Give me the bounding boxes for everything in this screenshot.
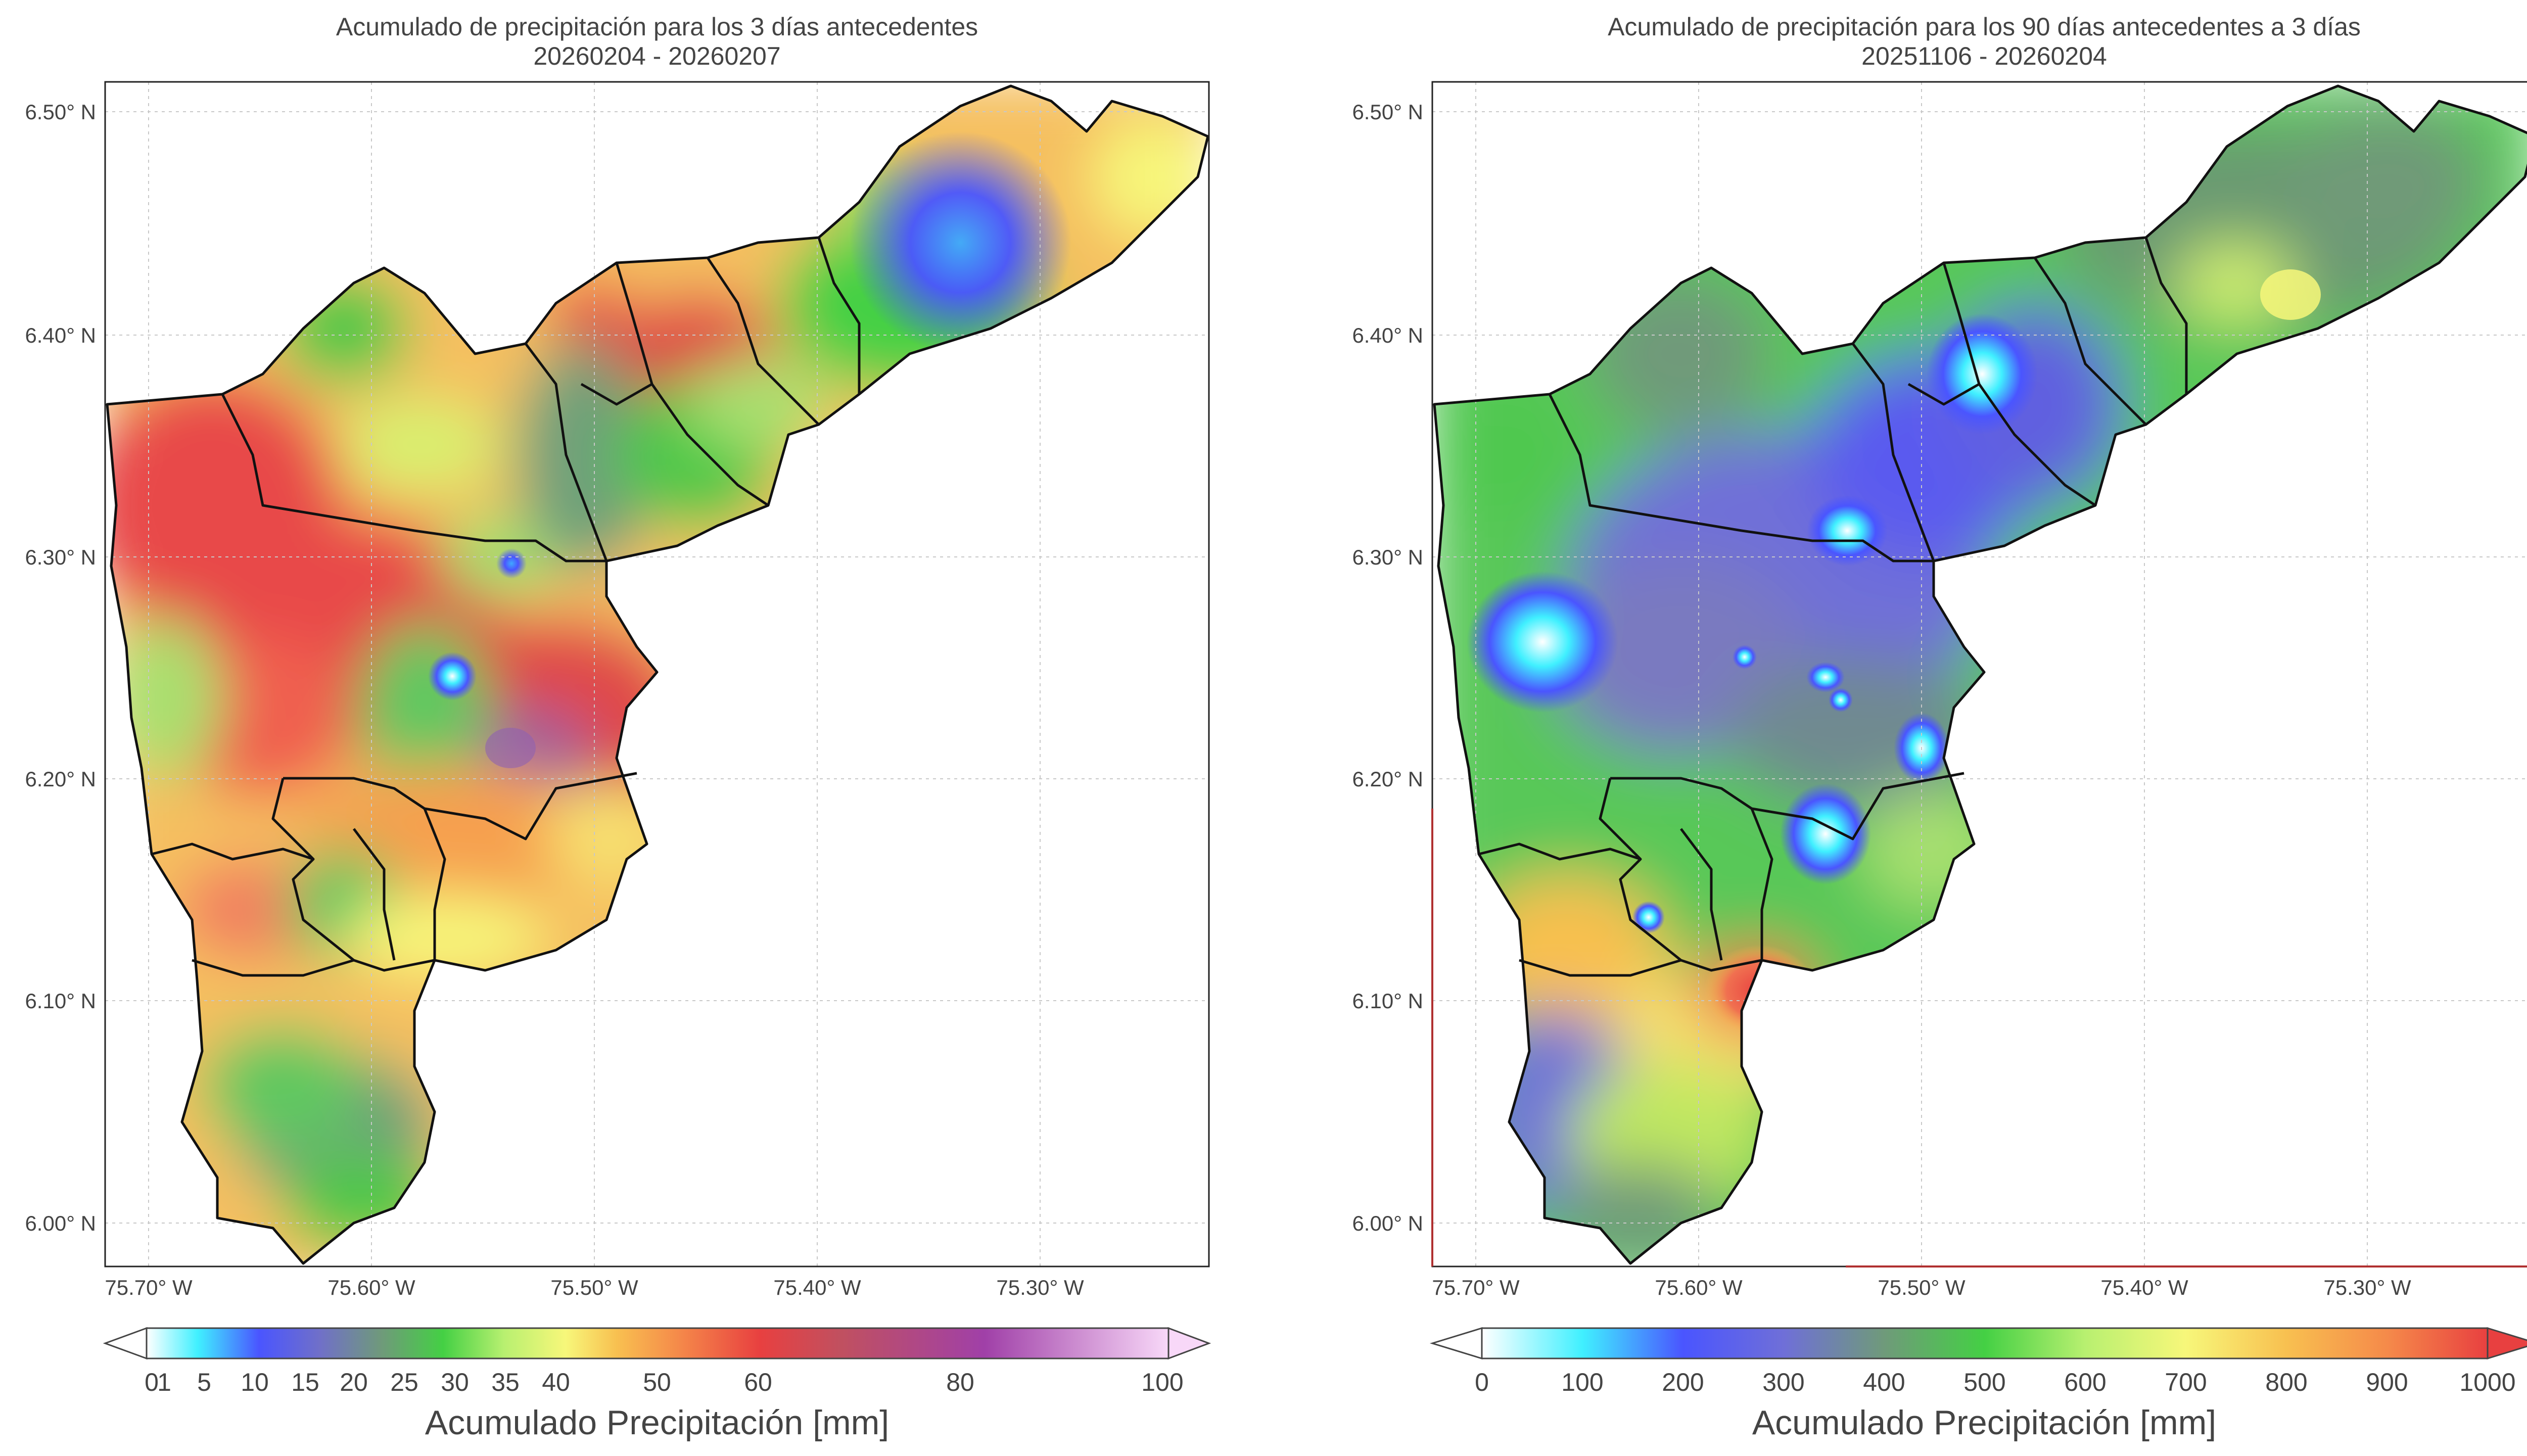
lon-label: 75.50° W [1878, 1276, 1966, 1299]
lat-label: 6.00° N [1352, 1211, 1423, 1235]
municipal-boundaries [1433, 84, 2527, 1265]
colorbar-tick: 100 [1141, 1368, 1183, 1396]
colorbar-tick: 80 [946, 1368, 974, 1396]
colorbar-label: Acumulado Precipitación [mm] [425, 1403, 889, 1442]
lat-label: 6.40° N [25, 323, 96, 347]
lat-label: 6.20° N [1352, 767, 1423, 791]
colorbar-tick: 20 [340, 1368, 368, 1396]
lat-label: 6.30° N [1352, 545, 1423, 569]
colorbar-tick: 600 [2064, 1368, 2106, 1396]
colorbar: 0 100 200 300 400 500 600 700 800 900 10… [1429, 1327, 2527, 1442]
colorbar-tick: 300 [1762, 1368, 1804, 1396]
colorbar-tick: 800 [2265, 1368, 2307, 1396]
colorbar-tick: 10 [241, 1368, 269, 1396]
graticule [1432, 82, 2527, 1266]
colorbar-tick: 60 [744, 1368, 772, 1396]
longitude-labels: 75.70° W 75.60° W 75.50° W 75.40° W 75.3… [105, 1276, 1084, 1299]
colorbar-tick: 0 [1475, 1368, 1489, 1396]
lon-label: 75.30° W [996, 1276, 1084, 1299]
lat-label: 6.00° N [25, 1211, 96, 1235]
lon-label: 75.30° W [2323, 1276, 2411, 1299]
lat-label: 6.20° N [25, 767, 96, 791]
colorbar-tick: 700 [2165, 1368, 2207, 1396]
lon-label: 75.50° W [550, 1276, 638, 1299]
lon-label: 75.60° W [327, 1276, 415, 1299]
colorbar-tick: 5 [197, 1368, 211, 1396]
lat-label: 6.40° N [1352, 323, 1423, 347]
lat-label: 6.50° N [25, 100, 96, 124]
colorbar-gradient [1482, 1328, 2488, 1358]
colorbar-min-arrow [1429, 1327, 1483, 1360]
latitude-labels: 6.50° N 6.40° N 6.30° N 6.20° N 6.10° N … [1352, 100, 1423, 1235]
colorbar-tick: 0 [145, 1368, 159, 1396]
lon-label: 75.70° W [105, 1276, 193, 1299]
latitude-labels: 6.50° N 6.40° N 6.30° N 6.20° N 6.10° N … [25, 100, 96, 1235]
colorbar-tick: 30 [441, 1368, 469, 1396]
colorbar-tick: 15 [291, 1368, 319, 1396]
colorbar-gradient [147, 1328, 1168, 1358]
municipal-boundaries [106, 84, 1209, 1265]
lon-label: 75.70° W [1432, 1276, 1520, 1299]
lat-label: 6.50° N [1352, 100, 1423, 124]
colorbar-tick: 200 [1662, 1368, 1704, 1396]
lat-label: 6.10° N [25, 989, 96, 1013]
colorbar-tick: 35 [491, 1368, 520, 1396]
map-title-line2: 20260204 - 20260207 [533, 42, 780, 70]
colorbar-label: Acumulado Precipitación [mm] [1752, 1403, 2216, 1442]
lat-label: 6.10° N [1352, 989, 1423, 1013]
colorbar-tick: 1 [157, 1368, 171, 1396]
colorbar-tick: 100 [1561, 1368, 1603, 1396]
colorbar-tick: 900 [2366, 1368, 2408, 1396]
map-title-line2: 20251106 - 20260204 [1861, 42, 2107, 70]
map-title-line1: Acumulado de precipitación para los 3 dí… [336, 13, 978, 41]
map-3-days: Acumulado de precipitación para los 3 dí… [25, 13, 1211, 1442]
colorbar-tick: 500 [1963, 1368, 2005, 1396]
lon-label: 75.60° W [1655, 1276, 1743, 1299]
colorbar-tick: 40 [542, 1368, 570, 1396]
map-panel-90-days: Acumulado de precipitación para los 90 d… [1275, 0, 2527, 1453]
colorbar-tick: 1000 [2459, 1368, 2515, 1396]
map-border [104, 81, 1210, 1267]
colorbar-max-arrow [1167, 1327, 1211, 1360]
map-title-line1: Acumulado de precipitación para los 90 d… [1608, 13, 2361, 41]
map-panel-3-days: Acumulado de precipitación para los 3 dí… [25, 13, 1211, 1442]
lat-label: 6.30° N [25, 545, 96, 569]
colorbar-tick: 25 [390, 1368, 418, 1396]
lon-label: 75.40° W [2100, 1276, 2188, 1299]
graticule [105, 82, 1209, 1266]
colorbar: 0 1 5 10 15 20 25 30 35 40 50 60 80 100 … [103, 1327, 1211, 1442]
lon-label: 75.40° W [773, 1276, 861, 1299]
map-90-days: Acumulado de precipitación para los 90 d… [1352, 13, 2527, 1442]
colorbar-tick: 400 [1863, 1368, 1905, 1396]
longitude-labels: 75.70° W 75.60° W 75.50° W 75.40° W 75.3… [1432, 1276, 2411, 1299]
colorbar-min-arrow [103, 1327, 148, 1360]
colorbar-tick: 50 [643, 1368, 671, 1396]
colorbar-max-arrow [2487, 1327, 2527, 1360]
